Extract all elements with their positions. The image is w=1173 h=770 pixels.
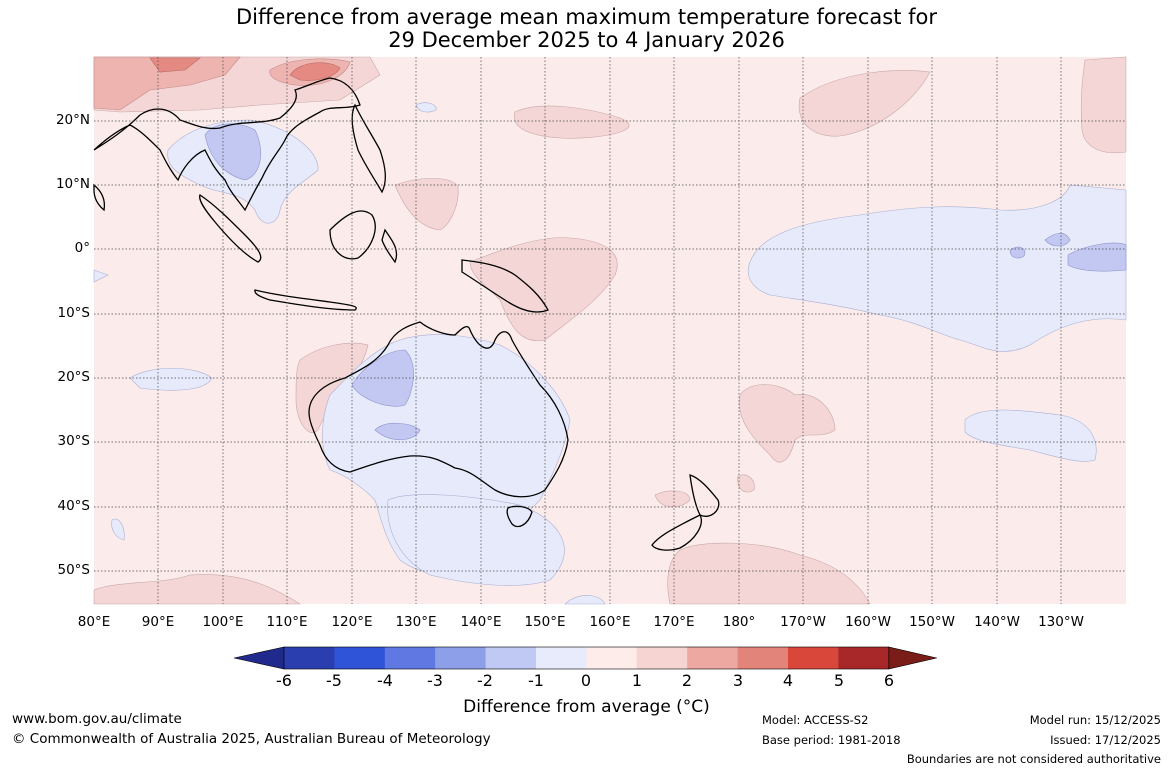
- lon-label: 120°E: [331, 614, 373, 630]
- cool-2-1-regions: [204, 123, 1127, 441]
- lon-label: 180°: [722, 614, 756, 630]
- colorbar-segment: [485, 647, 537, 669]
- colorbar-tick: 6: [883, 671, 895, 690]
- colorbar-label: Difference from average (°C): [463, 697, 710, 717]
- colorbar-tick: -3: [427, 671, 443, 690]
- copyright-text: © Commonwealth of Australia 2025, Austra…: [12, 731, 491, 747]
- lon-label: 100°E: [202, 614, 244, 630]
- colorbar: [233, 646, 937, 670]
- lat-label: 30°S: [57, 433, 91, 449]
- boundaries-disclaimer: Boundaries are not considered authoritat…: [906, 752, 1161, 766]
- colorbar-segment: [636, 647, 688, 669]
- colorbar-segment: [435, 647, 487, 669]
- colorbar-arrow-min: [233, 646, 285, 670]
- lon-label: 140°E: [460, 614, 502, 630]
- chart-title-line1: Difference from average mean maximum tem…: [236, 5, 937, 29]
- colorbar-tick: -6: [276, 671, 292, 690]
- colorbar-outline: [283, 646, 890, 670]
- colorbar-tick: 1: [631, 671, 643, 690]
- colorbar-tick: -2: [477, 671, 493, 690]
- model-name: Model: ACCESS-S2: [762, 713, 869, 727]
- lat-label: 20°N: [55, 112, 90, 128]
- lon-label: 130°W: [1038, 614, 1084, 630]
- lon-label: 90°E: [141, 614, 175, 630]
- lat-label: 10°N: [55, 176, 90, 192]
- lon-label: 150°E: [524, 614, 566, 630]
- colorbar-segment: [687, 647, 739, 669]
- lat-label: 0°: [74, 240, 90, 256]
- colorbar-segment: [384, 647, 436, 669]
- issued-date: Issued: 17/12/2025: [1050, 733, 1161, 747]
- colorbar-tick: -4: [377, 671, 393, 690]
- colorbar-segment: [788, 647, 839, 669]
- colorbar-segment: [284, 647, 335, 669]
- warm-3-4-regions: [149, 57, 341, 81]
- colorbar-arrow-max: [888, 646, 937, 670]
- colorbar-tick: -1: [528, 671, 544, 690]
- lon-label: 170°W: [780, 614, 826, 630]
- lon-label: 150°W: [909, 614, 955, 630]
- model-run-date: Model run: 15/12/2025: [1029, 713, 1161, 727]
- colorbar-tick: -5: [326, 671, 342, 690]
- colorbar-tick: 5: [833, 671, 845, 690]
- colorbar-segment: [334, 647, 386, 669]
- lon-label: 110°E: [266, 614, 308, 630]
- colorbar-tick: 4: [782, 671, 794, 690]
- colorbar-segment: [737, 647, 789, 669]
- colorbar-segment: [536, 647, 587, 669]
- lon-label: 130°E: [395, 614, 437, 630]
- base-period: Base period: 1981-2018: [762, 733, 901, 747]
- lat-label: 40°S: [57, 498, 91, 514]
- coastlines: [93, 77, 720, 551]
- graticule: [94, 57, 1126, 604]
- lon-label: 160°E: [589, 614, 631, 630]
- lon-label: 160°W: [845, 614, 891, 630]
- lat-label: 10°S: [57, 305, 91, 321]
- lat-label: 20°S: [57, 369, 91, 385]
- lon-label: 80°E: [77, 614, 111, 630]
- colorbar-tick: 3: [732, 671, 744, 690]
- colorbar-tick: 2: [681, 671, 693, 690]
- colorbar-segment: [838, 647, 890, 669]
- lon-label: 170°E: [653, 614, 695, 630]
- colorbar-segment: [586, 647, 638, 669]
- lat-label: 50°S: [57, 562, 91, 578]
- lon-label: 140°W: [974, 614, 1020, 630]
- website-link[interactable]: www.bom.gov.au/climate: [12, 711, 182, 727]
- colorbar-tick: 0: [580, 671, 592, 690]
- chart-title-line2: 29 December 2025 to 4 January 2026: [388, 28, 785, 52]
